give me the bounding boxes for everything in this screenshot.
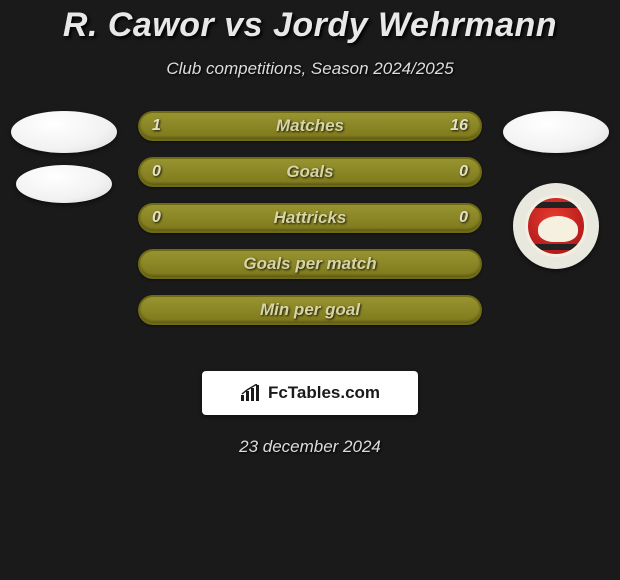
stat-label: Matches [140,113,480,139]
brand-name: FcTables.com [268,383,380,403]
snapshot-date: 23 december 2024 [0,437,620,457]
club-right-badge [513,183,599,269]
brand-box: FcTables.com [202,371,418,415]
comparison-card: R. Cawor vs Jordy Wehrmann Club competit… [0,0,620,580]
stat-label: Min per goal [140,297,480,323]
stat-row-matches: 116Matches [138,111,482,141]
stat-label: Goals per match [140,251,480,277]
compare-area: 116Matches 00Goals 00Hattricks Goals per ma… [0,111,620,351]
brand-chart-icon [240,384,262,402]
club-right-crest [525,195,587,257]
stat-row-hattricks: 00Hattricks [138,203,482,233]
player-right-avatar [503,111,609,153]
stat-label: Hattricks [140,205,480,231]
stat-row-gpm: Goals per match [138,249,482,279]
page-title: R. Cawor vs Jordy Wehrmann [0,6,620,45]
player-left-column [4,111,124,215]
stat-bars: 116Matches 00Goals 00Hattricks Goals per ma… [138,111,482,341]
club-left-placeholder [16,165,112,203]
stat-row-goals: 00Goals [138,157,482,187]
stat-label: Goals [140,159,480,185]
player-right-column [496,111,616,251]
player-left-avatar [11,111,117,153]
page-subtitle: Club competitions, Season 2024/2025 [0,59,620,79]
stat-row-mpg: Min per goal [138,295,482,325]
